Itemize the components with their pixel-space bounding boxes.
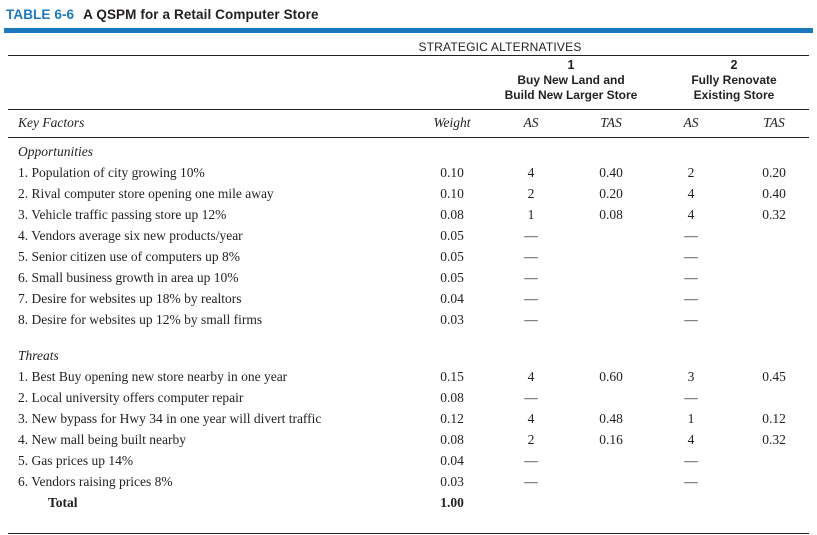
column-header-row: Key Factors Weight AS TAS AS TAS: [0, 110, 817, 137]
section-gap: [0, 330, 817, 345]
table-body: Opportunities 1. Population of city grow…: [0, 138, 817, 513]
table-number: TABLE 6-6: [6, 7, 75, 22]
table-row: 4. New mall being built nearby 0.08 2 0.…: [18, 432, 786, 447]
col-head-tas1: TAS: [600, 115, 622, 130]
alternative-1-name: Buy New Land and Build New Larger Store: [504, 73, 638, 102]
table-row: 1. Population of city growing 10% 0.10 4…: [18, 165, 786, 180]
col-head-weight: Weight: [433, 115, 471, 130]
table-row: 6. Vendors raising prices 8% 0.03 — —: [18, 474, 698, 489]
col-head-key-factors: Key Factors: [18, 115, 85, 130]
group-title: STRATEGIC ALTERNATIVES: [418, 40, 582, 54]
table-row: 5. Gas prices up 14% 0.04 — —: [18, 453, 698, 468]
table-row: 2. Rival computer store opening one mile…: [18, 186, 786, 201]
table-row: 5. Senior citizen use of computers up 8%…: [18, 249, 698, 264]
col-head-as2: AS: [683, 115, 699, 130]
divider: [8, 109, 809, 110]
table-row: 4. Vendors average six new products/year…: [18, 228, 698, 243]
alternative-1-number: 1: [567, 58, 575, 72]
alternative-2-name: Fully Renovate Existing Store: [691, 73, 777, 102]
total-weight: 1.00: [440, 495, 464, 510]
section-header-opportunities: Opportunities: [18, 144, 94, 159]
total-label: Total: [48, 495, 78, 510]
table-row: 6. Small business growth in area up 10% …: [18, 270, 698, 285]
alternative-numbers-row: 1 2: [0, 58, 817, 72]
col-head-as1: AS: [523, 115, 539, 130]
table-title: A QSPM for a Retail Computer Store: [83, 7, 319, 22]
table-caption: TABLE 6-6 A QSPM for a Retail Computer S…: [0, 0, 817, 22]
section-header-threats: Threats: [18, 348, 59, 363]
table-row: 2. Local university offers computer repa…: [18, 390, 698, 405]
table-row: 3. Vehicle traffic passing store up 12% …: [18, 207, 786, 222]
col-head-tas2: TAS: [763, 115, 785, 130]
alternative-names-row: Buy New Land and Build New Larger Store …: [0, 73, 817, 109]
divider: [8, 55, 809, 56]
table-row: 7. Desire for websites up 18% by realtor…: [18, 291, 698, 306]
total-row: Total 1.00: [0, 492, 817, 513]
table-row: 8. Desire for websites up 12% by small f…: [18, 312, 698, 327]
table-row: 1. Best Buy opening new store nearby in …: [18, 369, 786, 384]
table-row: 3. New bypass for Hwy 34 in one year wil…: [18, 411, 786, 426]
divider: [8, 533, 809, 534]
group-header-row: STRATEGIC ALTERNATIVES: [0, 33, 817, 55]
alternative-2-number: 2: [730, 58, 738, 72]
accent-rule: [4, 28, 813, 33]
divider: [8, 137, 809, 138]
